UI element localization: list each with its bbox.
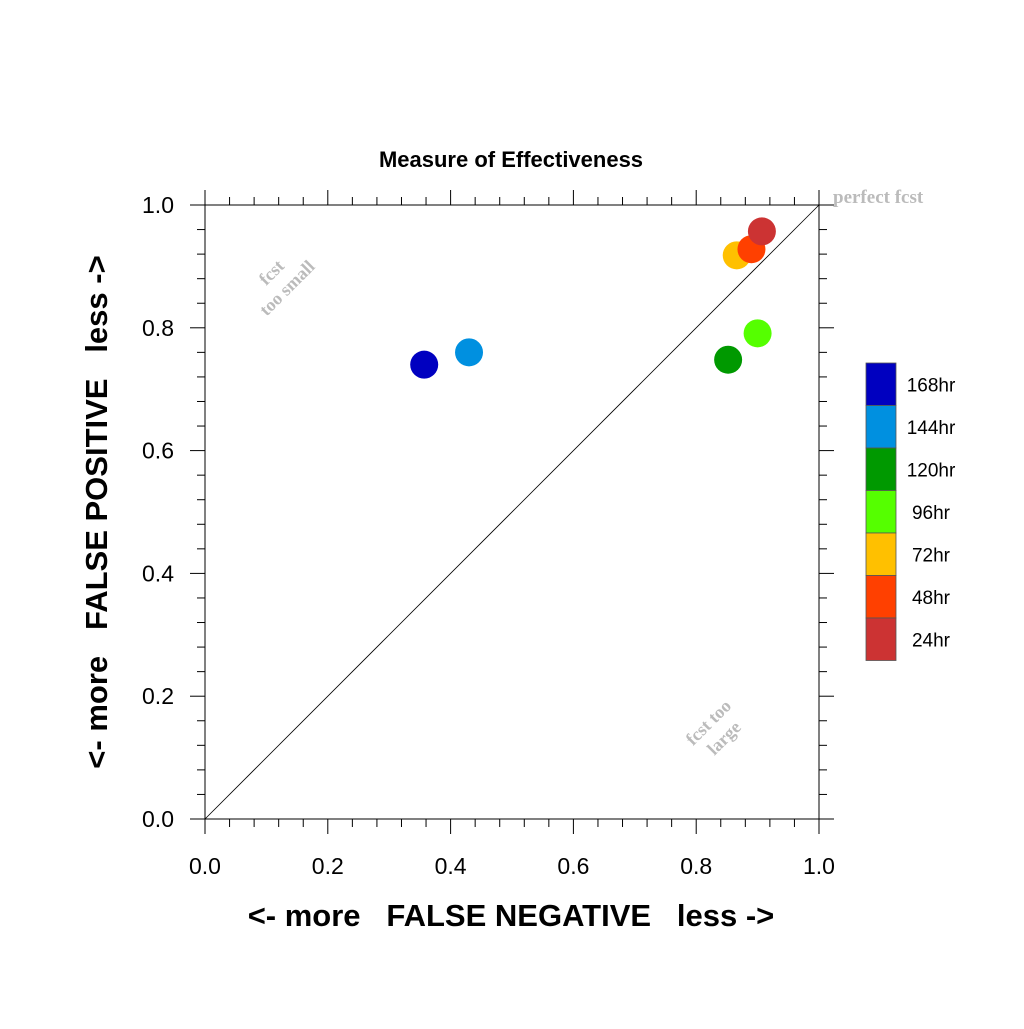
legend-swatch-96hr bbox=[865, 490, 897, 534]
y-tick-label: 0.4 bbox=[142, 560, 174, 586]
data-point-96hr bbox=[743, 319, 772, 348]
x-tick-label: 0.4 bbox=[435, 853, 467, 879]
legend-label-144hr: 144hr bbox=[907, 418, 956, 439]
data-point-144hr bbox=[455, 338, 484, 367]
x-tick-label: 0.6 bbox=[557, 853, 589, 879]
x-tick-label: 0.8 bbox=[680, 853, 712, 879]
legend-swatch-72hr bbox=[865, 532, 897, 576]
legend-label-24hr: 24hr bbox=[912, 630, 951, 651]
x-tick-label: 0.2 bbox=[312, 853, 344, 879]
legend: 168hr 144hr 120hr 96hr 72hr 48hr 24hr bbox=[865, 362, 956, 661]
x-tick-label: 1.0 bbox=[803, 853, 835, 879]
legend-label-168hr: 168hr bbox=[907, 375, 956, 396]
annotation-fcst-too-small: fcst too small bbox=[255, 256, 319, 320]
x-axis-label: <- more FALSE NEGATIVE less -> bbox=[248, 898, 775, 933]
data-points bbox=[410, 217, 776, 379]
legend-swatch-144hr bbox=[865, 405, 897, 449]
chart-title: Measure of Effectiveness bbox=[379, 147, 643, 172]
legend-swatch-120hr bbox=[865, 447, 897, 491]
y-tick-label: 0.6 bbox=[142, 438, 174, 464]
legend-label-120hr: 120hr bbox=[907, 460, 956, 481]
annotation-fcst-too-large: fcst too large bbox=[682, 696, 745, 759]
y-tick-label: 0.8 bbox=[142, 315, 174, 341]
x-tick-label: 0.0 bbox=[189, 853, 221, 879]
y-tick-label: 0.2 bbox=[142, 683, 174, 709]
axis-ticks bbox=[190, 190, 834, 834]
y-tick-label: 0.0 bbox=[142, 806, 174, 832]
legend-swatch-168hr bbox=[865, 362, 897, 406]
legend-swatch-48hr bbox=[865, 575, 897, 619]
y-axis-label: <- more FALSE POSITIVE less -> bbox=[79, 255, 114, 768]
legend-label-48hr: 48hr bbox=[912, 588, 951, 609]
annotation-perfect-fcst: perfect fcst bbox=[833, 187, 924, 208]
data-point-168hr bbox=[410, 350, 439, 379]
y-tick-label: 1.0 bbox=[142, 192, 174, 218]
data-point-120hr bbox=[714, 345, 743, 374]
legend-label-72hr: 72hr bbox=[912, 545, 951, 566]
legend-label-96hr: 96hr bbox=[912, 503, 951, 524]
plot-frame bbox=[204, 204, 820, 820]
data-point-24hr bbox=[747, 217, 776, 246]
legend-swatch-24hr bbox=[865, 617, 897, 661]
reference-diagonal-line bbox=[204, 204, 820, 820]
plot-area: 0.0 0.2 0.4 0.6 0.8 1.0 0.0 0.2 0.4 0.6 0.8 1.0 bbox=[142, 190, 835, 879]
